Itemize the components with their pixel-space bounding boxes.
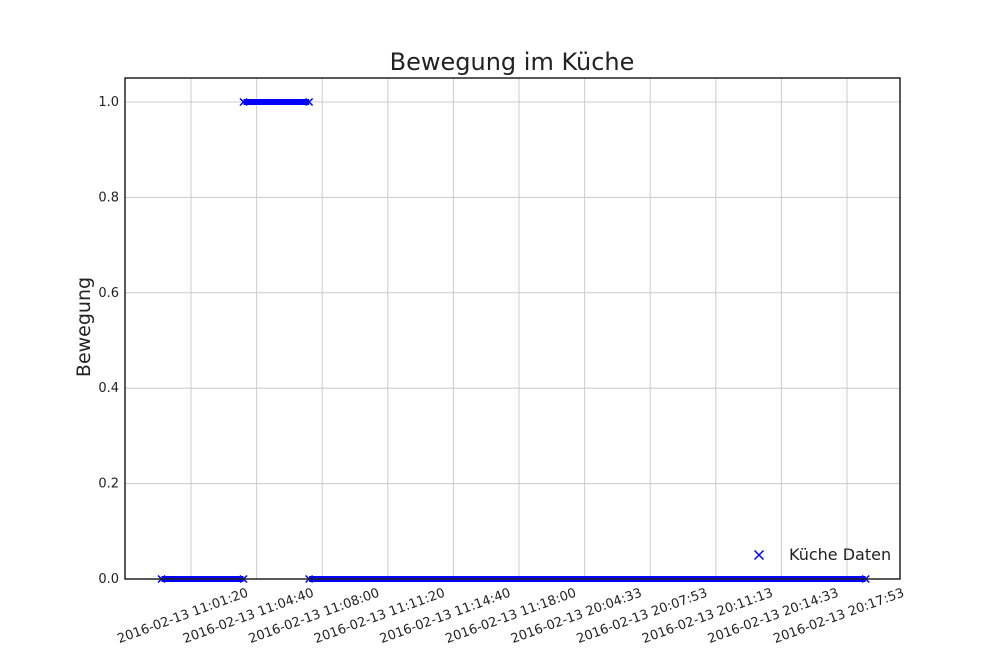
data-segment [239,97,314,107]
grid-lines [125,78,900,580]
legend: Küche Daten [753,545,891,564]
y-tick-label: 0.6 [98,286,119,301]
legend-marker-x [753,549,765,561]
legend-label: Küche Daten [789,545,891,564]
data-point-marker [239,97,248,107]
y-tick-label: 0.4 [98,381,119,396]
data-point-band [243,99,310,105]
legend-marker-glyph [753,549,765,561]
plot-frame [124,77,901,580]
data-series [157,97,870,584]
y-tick-label: 1.0 [98,95,119,110]
y-tick-label: 0.2 [98,477,119,492]
y-tick-labels: 0.0 0.2 0.4 0.6 0.8 1.0 [98,95,119,587]
data-point-marker [305,97,314,107]
chart-title: Bewegung im Küche [390,48,635,76]
y-tick-label: 0.0 [98,572,119,587]
y-tick-label: 0.8 [98,190,119,205]
y-axis-label: Bewegung [73,277,95,377]
